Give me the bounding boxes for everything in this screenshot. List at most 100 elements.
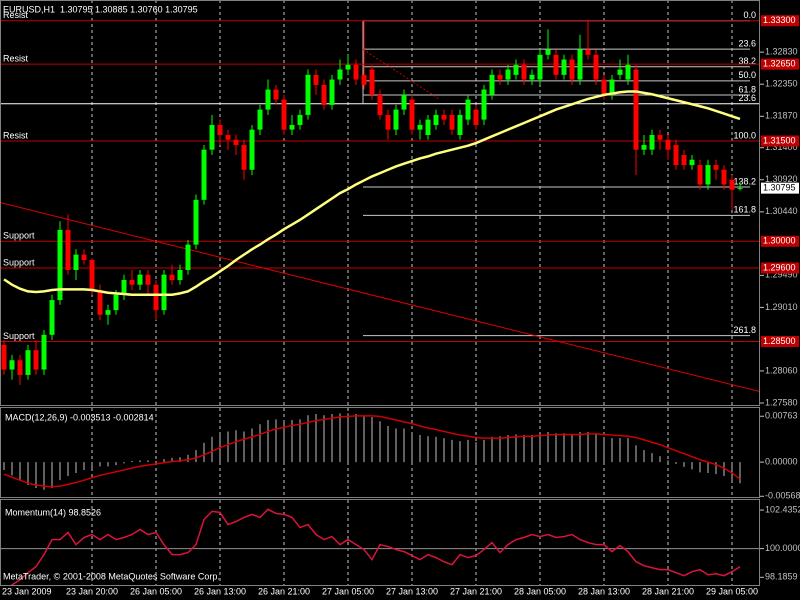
y-tick-label: 100.0000	[765, 543, 800, 553]
candle-body	[393, 109, 399, 130]
candle-body	[689, 159, 695, 166]
candle-body	[345, 64, 351, 70]
y-tick-label: 1.31400	[765, 142, 798, 152]
candle-body	[417, 124, 423, 130]
candle-body	[225, 134, 231, 140]
candle-body	[233, 139, 239, 146]
trend-line-dashed	[362, 49, 441, 100]
x-tick-label: 26 Jan 05:00	[130, 586, 182, 596]
price-frame	[0, 0, 760, 406]
level-price-label: 1.33300	[763, 15, 796, 25]
candle-body	[721, 169, 727, 185]
candle-body	[577, 49, 583, 80]
candle-body	[449, 114, 455, 130]
y-tick-label: 0.00763	[765, 411, 798, 421]
candle-body	[409, 99, 415, 130]
candle-body	[601, 79, 607, 95]
y-tick-label: 1.31870	[765, 111, 798, 121]
momentum-title: Momentum(14) 98.8526	[5, 507, 101, 517]
candle-body	[17, 360, 23, 375]
level-text: Support	[3, 331, 35, 341]
fibo-label: 38.2	[738, 56, 756, 66]
candle-body	[321, 84, 327, 105]
candle-body	[545, 49, 551, 55]
candle-body	[593, 54, 599, 80]
candle-body	[481, 89, 487, 120]
candle-body	[553, 54, 559, 75]
level-price-box	[761, 135, 799, 147]
symbol-title: EURUSD,H1 1.30795 1.30885 1.30760 1.3079…	[3, 4, 198, 14]
candle-body	[425, 119, 431, 135]
candle-body	[177, 269, 183, 281]
y-tick-label: -0.00568	[765, 491, 800, 501]
candle-body	[641, 145, 647, 150]
candle-body	[361, 74, 367, 85]
candle-body	[497, 74, 503, 80]
candle-body	[129, 280, 135, 285]
candle-body	[121, 280, 127, 295]
candle-body	[1, 344, 7, 370]
candle-body	[337, 69, 343, 80]
fibo-label: 23.6	[738, 38, 756, 48]
x-tick-label: 28 Jan 21:00	[642, 586, 694, 596]
y-tick-label: 98.1859	[765, 572, 798, 582]
y-tick-label: 1.30920	[765, 174, 798, 184]
bid-label: 1.30795	[763, 183, 796, 193]
macd-frame	[0, 407, 760, 498]
level-price-box	[761, 262, 799, 274]
level-price-label: 1.28500	[763, 336, 796, 346]
candle-body	[529, 74, 535, 80]
y-tick-label: 1.29010	[765, 302, 798, 312]
candle-body	[369, 69, 375, 95]
y-tick-label: 1.32350	[765, 79, 798, 89]
candle-body	[665, 139, 671, 150]
candle-body	[737, 188, 743, 190]
level-text: Resist	[3, 10, 29, 20]
candle-body	[273, 89, 279, 100]
candle-body	[201, 149, 207, 200]
level-price-box	[761, 336, 799, 348]
momentum-frame	[0, 499, 760, 586]
candle-body	[561, 59, 567, 75]
x-tick-label: 26 Jan 21:00	[258, 586, 310, 596]
candle-body	[697, 165, 703, 185]
candle-body	[617, 69, 623, 75]
candle-body	[185, 244, 191, 270]
candle-body	[329, 79, 335, 105]
candle-body	[289, 124, 295, 130]
candle-body	[505, 69, 511, 80]
fibo-label: 261.8	[733, 325, 756, 335]
y-tick-label: 102.4352	[765, 504, 800, 514]
candle-body	[489, 74, 495, 95]
candle-body	[105, 310, 111, 315]
candle-body	[401, 94, 407, 110]
candle-body	[153, 284, 159, 311]
moving-average	[3, 90, 741, 296]
x-tick-label: 29 Jan 05:00	[706, 586, 758, 596]
level-price-box	[761, 235, 799, 247]
candle-body	[265, 89, 271, 110]
candle-body	[633, 69, 639, 150]
y-tick-label: 1.29490	[765, 270, 798, 280]
candle-body	[33, 350, 39, 370]
candle-body	[41, 334, 47, 370]
candle-body	[281, 99, 287, 130]
level-price-box	[761, 58, 799, 70]
candle-body	[49, 300, 55, 335]
candle-body	[249, 129, 255, 170]
candle-body	[625, 64, 631, 80]
y-tick-label: 1.27580	[765, 397, 798, 407]
candle-body	[673, 145, 679, 166]
level-price-label: 1.29600	[763, 262, 796, 272]
level-price-label: 1.32650	[763, 59, 796, 69]
level-text: Support	[3, 231, 35, 241]
x-tick-label: 27 Jan 21:00	[450, 586, 502, 596]
price-pane: 0.0 23.6 38.2 50.0 61.8 100.0 138.2 161.8 261.8 2…	[1, 1, 759, 405]
candle-body	[73, 254, 79, 270]
candle-body	[25, 350, 31, 375]
x-tick-label: 26 Jan 13:00	[194, 586, 246, 596]
candle-body	[57, 229, 63, 301]
candle-body	[169, 274, 175, 281]
candle-body	[241, 145, 247, 170]
level-text: Support	[3, 257, 35, 267]
